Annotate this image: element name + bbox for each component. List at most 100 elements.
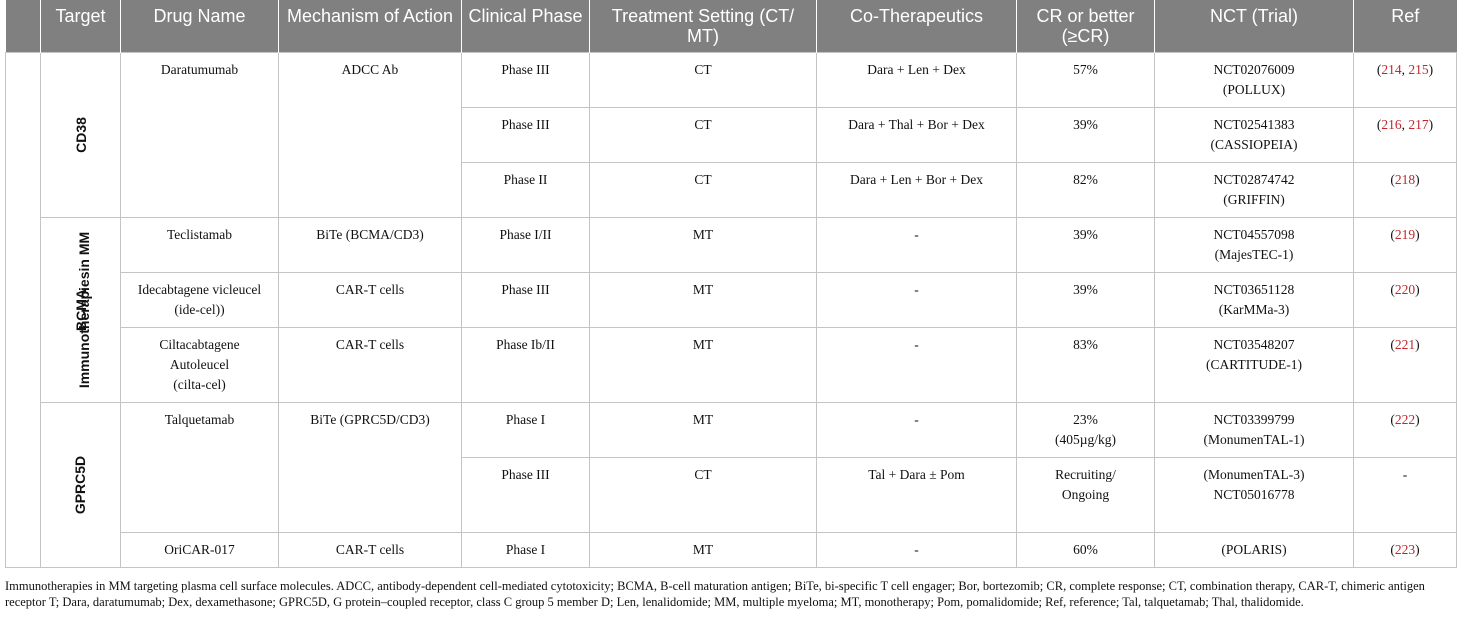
nct-cell: NCT03399799 (MonumenTAL-1) (1154, 402, 1354, 458)
mechanism-cell: CAR-T cells (278, 532, 462, 568)
setting-cell: MT (589, 327, 817, 403)
cr-cell: 39% (1016, 272, 1155, 328)
trial-name: (MonumenTAL-1) (1203, 432, 1305, 447)
co-therapeutics-cell: Tal + Dara ± Pom (816, 457, 1017, 533)
ref-link[interactable]: 221 (1394, 337, 1416, 352)
phase-cell: Phase II (461, 162, 590, 218)
drug-cell: Idecabtagene vicleucel (ide-cel)) (120, 272, 279, 328)
mechanism-cell: CAR-T cells (278, 272, 462, 328)
ref-cell: (216, 217) (1353, 107, 1457, 163)
ref-link[interactable]: 218 (1394, 172, 1416, 187)
table-row: Phase III CT Dara + Thal + Bor + Dex 39%… (6, 107, 1457, 163)
phase-cell: Phase I (461, 402, 590, 458)
header-blank (5, 0, 41, 53)
header-row: Target Drug Name Mechanism of Action Cli… (5, 0, 1457, 53)
co-therapeutics-cell: - (816, 272, 1017, 328)
cr-cell: 39% (1016, 217, 1155, 273)
drug-cell: Daratumumab (120, 52, 279, 218)
ref-link[interactable]: 223 (1394, 542, 1416, 557)
cr-cell: 82% (1016, 162, 1155, 218)
nct-cell: (MonumenTAL-3) NCT05016778 (1154, 457, 1354, 533)
mechanism-cell: ADCC Ab (278, 52, 462, 218)
target-cell-bcma: BCMA (40, 217, 121, 403)
header-clinical-phase: Clinical Phase (461, 0, 590, 53)
mechanism: ADCC Ab (341, 62, 399, 77)
mechanism-cell: CAR-T cells (278, 327, 462, 403)
cr-value: 23% (1073, 412, 1098, 427)
phase-cell: Phase III (461, 52, 590, 108)
nct-id: NCT03651128 (1213, 282, 1295, 297)
ref-link[interactable]: 217 (1408, 117, 1429, 132)
co-therapeutics-cell: Dara + Len + Bor + Dex (816, 162, 1017, 218)
co-therapeutics-cell: Dara + Len + Dex (816, 52, 1017, 108)
group-cell-immunotherapies: Immunotherapiesin MM (5, 52, 92, 568)
setting-cell: MT (589, 402, 817, 458)
cr-cell: 39% (1016, 107, 1155, 163)
ref-cell: - (1353, 457, 1457, 533)
nct-id: NCT02076009 (1213, 62, 1295, 77)
nct-cell: NCT03548207 (CARTITUDE-1) (1154, 327, 1354, 403)
nct-id: NCT03399799 (1213, 412, 1295, 427)
ref-cell: (223) (1353, 532, 1457, 568)
nct-cell: NCT02541383 (CASSIOPEIA) (1154, 107, 1354, 163)
co-therapeutics-cell: - (816, 532, 1017, 568)
ref-link[interactable]: 214 (1381, 62, 1402, 77)
ref-link[interactable]: 220 (1394, 282, 1416, 297)
ref-link[interactable]: 219 (1394, 227, 1416, 242)
co-therapeutics-cell: - (816, 402, 1017, 458)
ref-link[interactable]: 216 (1381, 117, 1402, 132)
ref-link[interactable]: 222 (1394, 412, 1416, 427)
cr-cell: 60% (1016, 532, 1155, 568)
drug-name: Talquetamab (164, 412, 235, 427)
phase-cell: Phase Ib/II (461, 327, 590, 403)
nct-id: NCT03548207 (1213, 337, 1295, 352)
ref-cell: (222) (1353, 402, 1457, 458)
nct-cell: (POLARIS) (1154, 532, 1354, 568)
phase-cell: Phase I (461, 532, 590, 568)
nct-id: NCT05016778 (1213, 487, 1295, 502)
drug-name-line: Idecabtagene vicleucel (137, 282, 262, 297)
nct-id: NCT04557098 (1213, 227, 1295, 242)
mechanism-cell: BiTe (GPRC5D/CD3) (278, 402, 462, 533)
co-therapeutics-cell: Dara + Thal + Bor + Dex (816, 107, 1017, 163)
drug-name-line: (ide-cel)) (174, 302, 225, 317)
table-caption: Immunotherapies in MM targeting plasma c… (5, 579, 1425, 609)
nct-cell: NCT02874742 (GRIFFIN) (1154, 162, 1354, 218)
trial-name: (MajesTEC-1) (1214, 247, 1294, 262)
drug-cell: OriCAR-017 (120, 532, 279, 568)
ref-link[interactable]: 215 (1408, 62, 1429, 77)
phase-cell: Phase I/II (461, 217, 590, 273)
mechanism: BiTe (GPRC5D/CD3) (310, 412, 430, 427)
ref-cell: (218) (1353, 162, 1457, 218)
cr-cell: Recruiting/ Ongoing (1016, 457, 1155, 533)
header-ref: Ref (1353, 0, 1457, 53)
ref-cell: (221) (1353, 327, 1457, 403)
ref-cell: (219) (1353, 217, 1457, 273)
drug-name: Daratumumab (160, 62, 239, 77)
table-row: OriCAR-017 CAR-T cells Phase I MT - 60% … (6, 532, 1457, 568)
phase-cell: Phase III (461, 457, 590, 533)
header-treatment-setting: Treatment Setting (CT/ MT) (589, 0, 817, 53)
cr-status: Ongoing (1061, 487, 1110, 502)
drug-name-line: (cilta-cel) (173, 377, 226, 392)
cr-status: Recruiting/ (1055, 467, 1116, 482)
table-row: Phase II CT Dara + Len + Bor + Dex 82% N… (6, 162, 1457, 218)
drug-name-line: Ciltacabtagene (159, 337, 240, 352)
cr-dose: (405µg/kg) (1054, 432, 1117, 447)
target-cell-cd38: CD38 (40, 52, 121, 218)
nct-id: NCT02541383 (1213, 117, 1295, 132)
header-mechanism: Mechanism of Action (278, 0, 462, 53)
header-nct-trial: NCT (Trial) (1154, 0, 1354, 53)
table-row: Phase III CT Tal + Dara ± Pom Recruiting… (6, 457, 1457, 533)
header-cr-or-better: CR or better (≥CR) (1016, 0, 1155, 53)
cr-cell: 23% (405µg/kg) (1016, 402, 1155, 458)
trial-name: (CASSIOPEIA) (1210, 137, 1298, 152)
setting-cell: MT (589, 217, 817, 273)
header-target: Target (40, 0, 121, 53)
table-row: GPRC5D Talquetamab BiTe (GPRC5D/CD3) Pha… (6, 402, 1457, 568)
cr-cell: 83% (1016, 327, 1155, 403)
header-drug-name: Drug Name (120, 0, 279, 53)
target-label-cd38: CD38 (72, 116, 89, 153)
table-container: Target Drug Name Mechanism of Action Cli… (5, 0, 1457, 568)
table-row: Immunotherapiesin MM CD38 Daratumumab AD… (5, 52, 1457, 568)
